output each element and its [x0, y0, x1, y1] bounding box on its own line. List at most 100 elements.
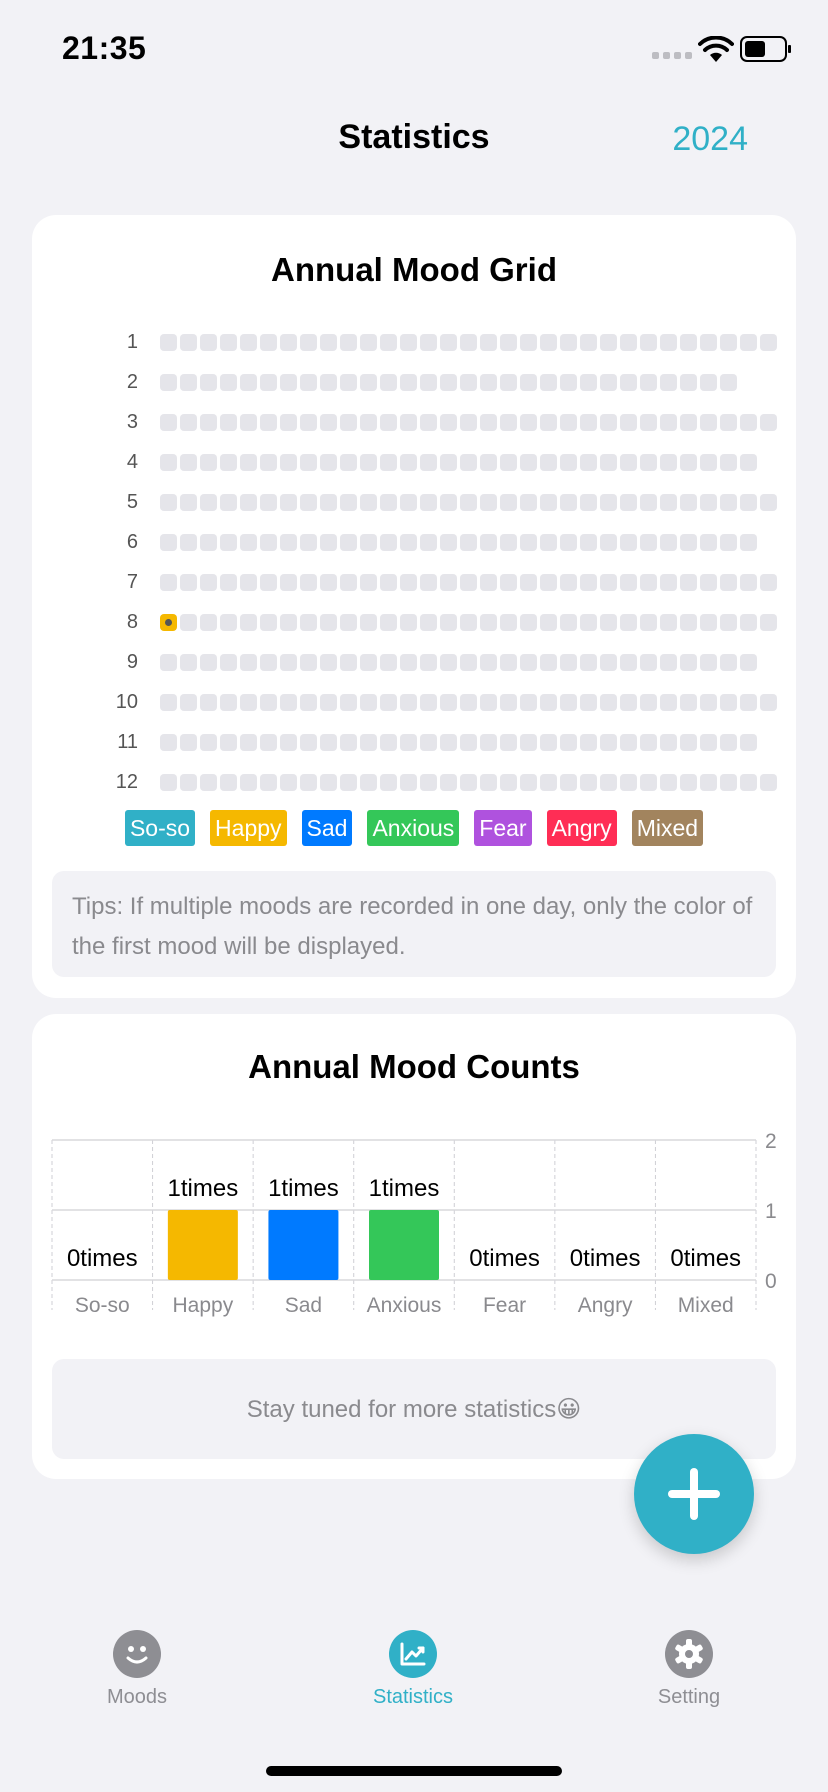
- day-cell[interactable]: [660, 654, 677, 671]
- day-cell[interactable]: [480, 654, 497, 671]
- day-cell[interactable]: [280, 574, 297, 591]
- day-cell[interactable]: [600, 734, 617, 751]
- day-cell[interactable]: [160, 494, 177, 511]
- day-cell[interactable]: [560, 734, 577, 751]
- day-cell[interactable]: [420, 334, 437, 351]
- day-cell[interactable]: [260, 494, 277, 511]
- day-cell[interactable]: [480, 494, 497, 511]
- day-cell[interactable]: [660, 334, 677, 351]
- day-cell[interactable]: [200, 334, 217, 351]
- day-cell[interactable]: [640, 334, 657, 351]
- day-cell[interactable]: [580, 574, 597, 591]
- day-cell[interactable]: [420, 374, 437, 391]
- day-cell[interactable]: [200, 774, 217, 791]
- day-cell[interactable]: [600, 774, 617, 791]
- day-cell[interactable]: [180, 574, 197, 591]
- day-cell[interactable]: [160, 734, 177, 751]
- day-cell[interactable]: [320, 654, 337, 671]
- day-cell[interactable]: [700, 574, 717, 591]
- day-cell[interactable]: [320, 334, 337, 351]
- day-cell[interactable]: [400, 694, 417, 711]
- day-cell[interactable]: [740, 534, 757, 551]
- day-cell[interactable]: [680, 694, 697, 711]
- day-cell[interactable]: [340, 534, 357, 551]
- day-cell[interactable]: [560, 414, 577, 431]
- day-cell[interactable]: [700, 694, 717, 711]
- day-cell[interactable]: [660, 574, 677, 591]
- day-cell[interactable]: [560, 774, 577, 791]
- day-cell[interactable]: [340, 614, 357, 631]
- day-cell[interactable]: [380, 734, 397, 751]
- day-cell[interactable]: [520, 694, 537, 711]
- day-cell[interactable]: [700, 734, 717, 751]
- day-cell[interactable]: [260, 574, 277, 591]
- day-cell[interactable]: [200, 734, 217, 751]
- day-cell[interactable]: [720, 494, 737, 511]
- day-cell[interactable]: [680, 614, 697, 631]
- day-cell[interactable]: [460, 574, 477, 591]
- day-cell[interactable]: [400, 614, 417, 631]
- day-cell[interactable]: [220, 774, 237, 791]
- day-cell[interactable]: [440, 494, 457, 511]
- day-cell[interactable]: [580, 414, 597, 431]
- day-cell[interactable]: [480, 614, 497, 631]
- day-cell[interactable]: [400, 574, 417, 591]
- day-cell[interactable]: [340, 654, 357, 671]
- day-cell[interactable]: [620, 774, 637, 791]
- day-cell[interactable]: [380, 414, 397, 431]
- day-cell[interactable]: [380, 654, 397, 671]
- day-cell[interactable]: [760, 694, 777, 711]
- day-cell[interactable]: [220, 574, 237, 591]
- day-cell[interactable]: [340, 454, 357, 471]
- day-cell[interactable]: [280, 374, 297, 391]
- day-cell[interactable]: [640, 494, 657, 511]
- day-cell[interactable]: [340, 494, 357, 511]
- day-cell[interactable]: [580, 334, 597, 351]
- day-cell[interactable]: [220, 654, 237, 671]
- day-cell[interactable]: [580, 654, 597, 671]
- day-cell[interactable]: [300, 654, 317, 671]
- tab-setting[interactable]: Setting: [589, 1630, 789, 1709]
- day-cell[interactable]: [500, 374, 517, 391]
- day-cell[interactable]: [540, 534, 557, 551]
- day-cell[interactable]: [380, 614, 397, 631]
- day-cell[interactable]: [260, 414, 277, 431]
- day-cell[interactable]: [460, 654, 477, 671]
- day-cell[interactable]: [420, 454, 437, 471]
- day-cell[interactable]: [420, 574, 437, 591]
- day-cell[interactable]: [160, 414, 177, 431]
- day-cell[interactable]: [240, 654, 257, 671]
- day-cell[interactable]: [580, 454, 597, 471]
- day-cell[interactable]: [740, 694, 757, 711]
- day-cell[interactable]: [720, 414, 737, 431]
- day-cell[interactable]: [480, 334, 497, 351]
- day-cell[interactable]: [680, 494, 697, 511]
- day-cell[interactable]: [200, 374, 217, 391]
- day-cell[interactable]: [360, 614, 377, 631]
- day-cell[interactable]: [760, 334, 777, 351]
- day-cell[interactable]: [600, 374, 617, 391]
- day-cell[interactable]: [720, 454, 737, 471]
- day-cell[interactable]: [520, 454, 537, 471]
- day-cell[interactable]: [260, 534, 277, 551]
- day-cell[interactable]: [200, 614, 217, 631]
- day-cell[interactable]: [520, 374, 537, 391]
- day-cell[interactable]: [280, 774, 297, 791]
- day-cell[interactable]: [300, 494, 317, 511]
- day-cell[interactable]: [500, 734, 517, 751]
- day-cell[interactable]: [760, 494, 777, 511]
- day-cell[interactable]: [360, 734, 377, 751]
- day-cell[interactable]: [200, 414, 217, 431]
- day-cell[interactable]: [580, 694, 597, 711]
- day-cell[interactable]: [200, 454, 217, 471]
- day-cell[interactable]: [500, 774, 517, 791]
- day-cell[interactable]: [440, 774, 457, 791]
- day-cell[interactable]: [560, 334, 577, 351]
- day-cell[interactable]: [180, 734, 197, 751]
- day-cell[interactable]: [640, 414, 657, 431]
- day-cell[interactable]: [600, 334, 617, 351]
- day-cell[interactable]: [580, 494, 597, 511]
- day-cell-filled[interactable]: [160, 614, 177, 631]
- day-cell[interactable]: [240, 574, 257, 591]
- day-cell[interactable]: [760, 774, 777, 791]
